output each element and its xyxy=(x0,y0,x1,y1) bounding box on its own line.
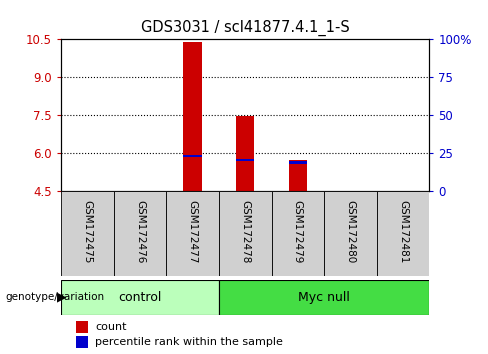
Bar xyxy=(183,42,202,191)
Text: GSM172480: GSM172480 xyxy=(346,200,355,264)
Text: GSM172481: GSM172481 xyxy=(398,200,408,264)
Text: genotype/variation: genotype/variation xyxy=(5,292,104,302)
Text: Myc null: Myc null xyxy=(298,291,350,304)
Bar xyxy=(288,160,307,191)
Bar xyxy=(76,336,88,348)
Text: GSM172479: GSM172479 xyxy=(293,200,303,264)
Bar xyxy=(114,191,166,276)
Title: GDS3031 / scl41877.4.1_1-S: GDS3031 / scl41877.4.1_1-S xyxy=(141,20,349,36)
Text: GSM172477: GSM172477 xyxy=(187,200,198,264)
Bar xyxy=(324,191,377,276)
Bar xyxy=(288,161,307,164)
Bar xyxy=(236,159,254,161)
Bar xyxy=(377,191,429,276)
Text: GSM172476: GSM172476 xyxy=(135,200,145,264)
Bar xyxy=(236,116,254,191)
Text: GSM172475: GSM172475 xyxy=(82,200,92,264)
Bar xyxy=(219,280,429,315)
Bar xyxy=(183,155,202,158)
Bar xyxy=(61,280,219,315)
Bar xyxy=(61,191,114,276)
Bar xyxy=(219,191,271,276)
Text: percentile rank within the sample: percentile rank within the sample xyxy=(95,337,283,347)
Text: control: control xyxy=(118,291,162,304)
Bar xyxy=(271,191,324,276)
Bar xyxy=(166,191,219,276)
Bar xyxy=(76,321,88,333)
Text: GSM172478: GSM172478 xyxy=(240,200,250,264)
Text: ▶: ▶ xyxy=(57,291,67,304)
Text: count: count xyxy=(95,322,126,332)
